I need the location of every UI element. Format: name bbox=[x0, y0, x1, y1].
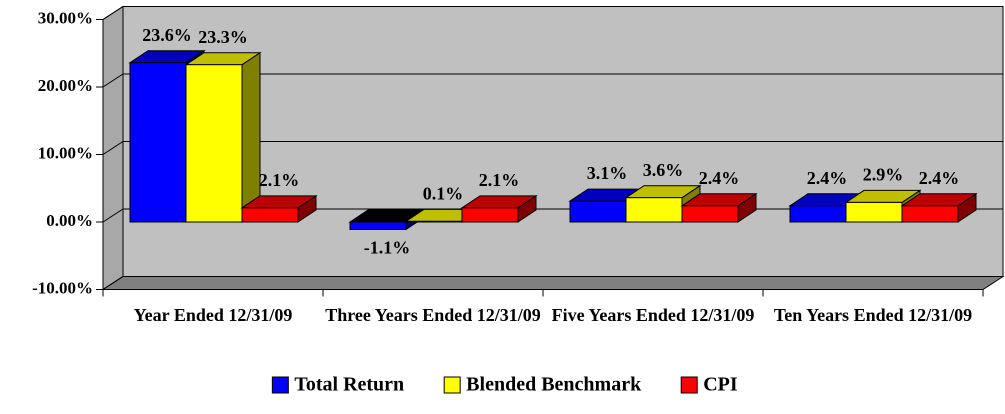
bar bbox=[569, 200, 627, 223]
data-label: 2.4% bbox=[919, 168, 960, 188]
legend-swatch bbox=[271, 376, 289, 394]
legend-label: Total Return bbox=[294, 374, 404, 396]
bar bbox=[681, 205, 739, 223]
data-label: 2.1% bbox=[259, 170, 300, 190]
bar bbox=[129, 62, 187, 223]
bar bbox=[241, 207, 299, 223]
bar bbox=[901, 205, 959, 223]
bar bbox=[845, 201, 903, 223]
data-label: 2.9% bbox=[863, 165, 904, 185]
grid-line bbox=[102, 6, 1003, 20]
data-label: 23.3% bbox=[198, 27, 248, 47]
data-label: 2.4% bbox=[807, 168, 848, 188]
data-label: 23.6% bbox=[142, 25, 192, 45]
floor bbox=[101, 276, 1005, 290]
data-label: 0.1% bbox=[423, 183, 464, 203]
x-tick-label: Year Ended 12/31/09 bbox=[133, 305, 293, 325]
data-label: 2.1% bbox=[479, 170, 520, 190]
y-tick-label: 10.00% bbox=[38, 143, 93, 162]
legend-label: Blended Benchmark bbox=[466, 374, 642, 396]
y-tick-label: -10.00% bbox=[32, 278, 93, 297]
y-tick-label: 30.00% bbox=[38, 8, 93, 27]
legend-swatch bbox=[680, 376, 698, 394]
x-tick-label: Five Years Ended 12/31/09 bbox=[551, 305, 755, 325]
y-tick-label: 0.00% bbox=[46, 211, 93, 230]
x-tick-label: Three Years Ended 12/31/09 bbox=[325, 305, 541, 325]
data-label: 3.1% bbox=[587, 163, 628, 183]
legend-swatch bbox=[443, 376, 461, 394]
grid-line bbox=[102, 73, 1003, 88]
grid-line bbox=[102, 276, 1003, 290]
bar bbox=[789, 205, 847, 223]
bar bbox=[625, 197, 683, 223]
data-label: -1.1% bbox=[364, 238, 411, 258]
legend-label: CPI bbox=[703, 374, 738, 396]
grid-line bbox=[102, 141, 1003, 155]
data-label: 3.6% bbox=[643, 160, 684, 180]
bar bbox=[349, 221, 407, 230]
x-tick-label: Ten Years Ended 12/31/09 bbox=[773, 305, 973, 325]
bar-side bbox=[241, 51, 261, 223]
data-label: 2.4% bbox=[699, 168, 740, 188]
y-tick-label: 20.00% bbox=[38, 76, 93, 95]
bar bbox=[185, 64, 243, 223]
bar bbox=[461, 207, 519, 223]
bar bbox=[405, 220, 463, 223]
